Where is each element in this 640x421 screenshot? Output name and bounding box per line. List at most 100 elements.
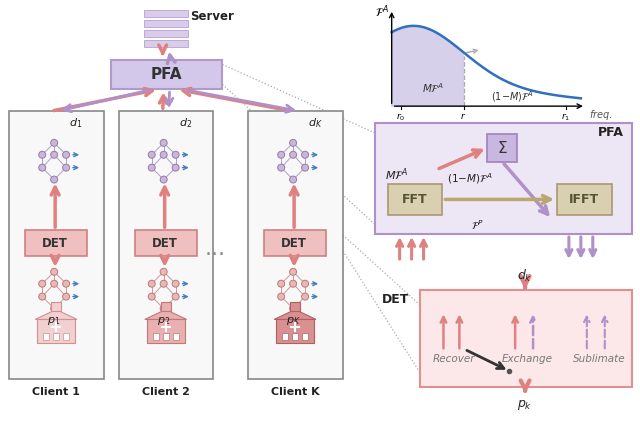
Circle shape xyxy=(278,151,285,158)
Text: Exchange: Exchange xyxy=(502,354,552,364)
Bar xyxy=(375,123,632,234)
Circle shape xyxy=(278,280,285,287)
Circle shape xyxy=(301,280,308,287)
Text: $freq.$: $freq.$ xyxy=(589,108,612,122)
Text: Sublimate: Sublimate xyxy=(572,354,625,364)
Bar xyxy=(135,230,196,256)
Circle shape xyxy=(51,151,58,158)
Polygon shape xyxy=(274,309,316,320)
Circle shape xyxy=(290,176,296,183)
Bar xyxy=(292,333,298,340)
Circle shape xyxy=(172,151,179,158)
Circle shape xyxy=(301,164,308,171)
Circle shape xyxy=(51,176,58,183)
Circle shape xyxy=(290,305,296,312)
Circle shape xyxy=(63,293,70,300)
Bar xyxy=(276,320,314,343)
Bar xyxy=(487,134,517,162)
Bar xyxy=(388,184,442,215)
Bar xyxy=(163,333,169,340)
Text: Client 1: Client 1 xyxy=(32,387,80,397)
Bar xyxy=(161,301,171,312)
Circle shape xyxy=(39,280,45,287)
Bar xyxy=(264,230,326,256)
Text: PFA: PFA xyxy=(151,67,182,82)
Text: ···: ··· xyxy=(205,245,226,265)
Text: IFFT: IFFT xyxy=(569,193,599,206)
Text: Recover: Recover xyxy=(433,354,476,364)
Bar xyxy=(53,333,59,340)
Bar xyxy=(37,320,75,343)
Bar xyxy=(51,301,61,312)
Circle shape xyxy=(160,305,167,312)
Text: $(1{-}M)\mathcal{F}^A$: $(1{-}M)\mathcal{F}^A$ xyxy=(492,89,534,104)
Text: DET: DET xyxy=(381,293,409,306)
Circle shape xyxy=(63,164,70,171)
Circle shape xyxy=(301,151,308,158)
Bar xyxy=(144,40,188,47)
Circle shape xyxy=(51,268,58,275)
Bar xyxy=(144,20,188,27)
Text: Client K: Client K xyxy=(271,387,319,397)
Circle shape xyxy=(172,164,179,171)
Text: $\mathcal{F}^A$: $\mathcal{F}^A$ xyxy=(374,4,388,20)
Circle shape xyxy=(172,280,179,287)
Circle shape xyxy=(278,293,285,300)
Circle shape xyxy=(51,305,58,312)
Text: $r_1$: $r_1$ xyxy=(561,111,570,123)
Circle shape xyxy=(148,164,156,171)
Circle shape xyxy=(290,268,296,275)
Text: DET: DET xyxy=(152,237,178,250)
Bar xyxy=(111,59,223,89)
Circle shape xyxy=(172,293,179,300)
Bar xyxy=(248,111,343,379)
Circle shape xyxy=(160,280,167,287)
Text: FFT: FFT xyxy=(402,193,428,206)
Circle shape xyxy=(290,151,296,158)
Text: Client 2: Client 2 xyxy=(141,387,189,397)
Text: $d_1$: $d_1$ xyxy=(69,116,83,130)
Text: DET: DET xyxy=(281,237,307,250)
Bar xyxy=(153,333,159,340)
Bar xyxy=(10,111,104,379)
Bar xyxy=(144,10,188,17)
Circle shape xyxy=(148,151,156,158)
Text: $p_1$: $p_1$ xyxy=(47,315,61,328)
Circle shape xyxy=(51,139,58,147)
Circle shape xyxy=(148,293,156,300)
Circle shape xyxy=(63,151,70,158)
Bar xyxy=(302,333,308,340)
Bar xyxy=(144,30,188,37)
Bar xyxy=(290,301,300,312)
Polygon shape xyxy=(392,26,463,106)
Circle shape xyxy=(160,268,167,275)
Circle shape xyxy=(39,164,45,171)
Text: PFA: PFA xyxy=(598,126,623,139)
Text: DET: DET xyxy=(42,237,68,250)
Text: $p_2$: $p_2$ xyxy=(157,315,170,328)
Text: Server: Server xyxy=(191,11,234,24)
Text: $d_2$: $d_2$ xyxy=(179,116,192,130)
Bar xyxy=(282,333,288,340)
Bar xyxy=(44,333,49,340)
Bar xyxy=(26,230,87,256)
Circle shape xyxy=(51,280,58,287)
Text: $p_K$: $p_K$ xyxy=(286,315,300,328)
Circle shape xyxy=(160,139,167,147)
Bar xyxy=(63,333,69,340)
Polygon shape xyxy=(35,309,77,320)
Text: $r$: $r$ xyxy=(461,111,467,121)
Circle shape xyxy=(301,293,308,300)
Circle shape xyxy=(278,164,285,171)
Bar xyxy=(173,333,179,340)
Circle shape xyxy=(39,151,45,158)
Polygon shape xyxy=(145,309,187,320)
Text: $\mathcal{F}^P$: $\mathcal{F}^P$ xyxy=(470,218,484,232)
Circle shape xyxy=(290,280,296,287)
Circle shape xyxy=(39,293,45,300)
Circle shape xyxy=(290,139,296,147)
Circle shape xyxy=(63,280,70,287)
Bar xyxy=(420,290,632,387)
Text: $\boldsymbol{p_k}$: $\boldsymbol{p_k}$ xyxy=(518,398,532,412)
Text: $\boldsymbol{d_k}$: $\boldsymbol{d_k}$ xyxy=(518,268,532,284)
